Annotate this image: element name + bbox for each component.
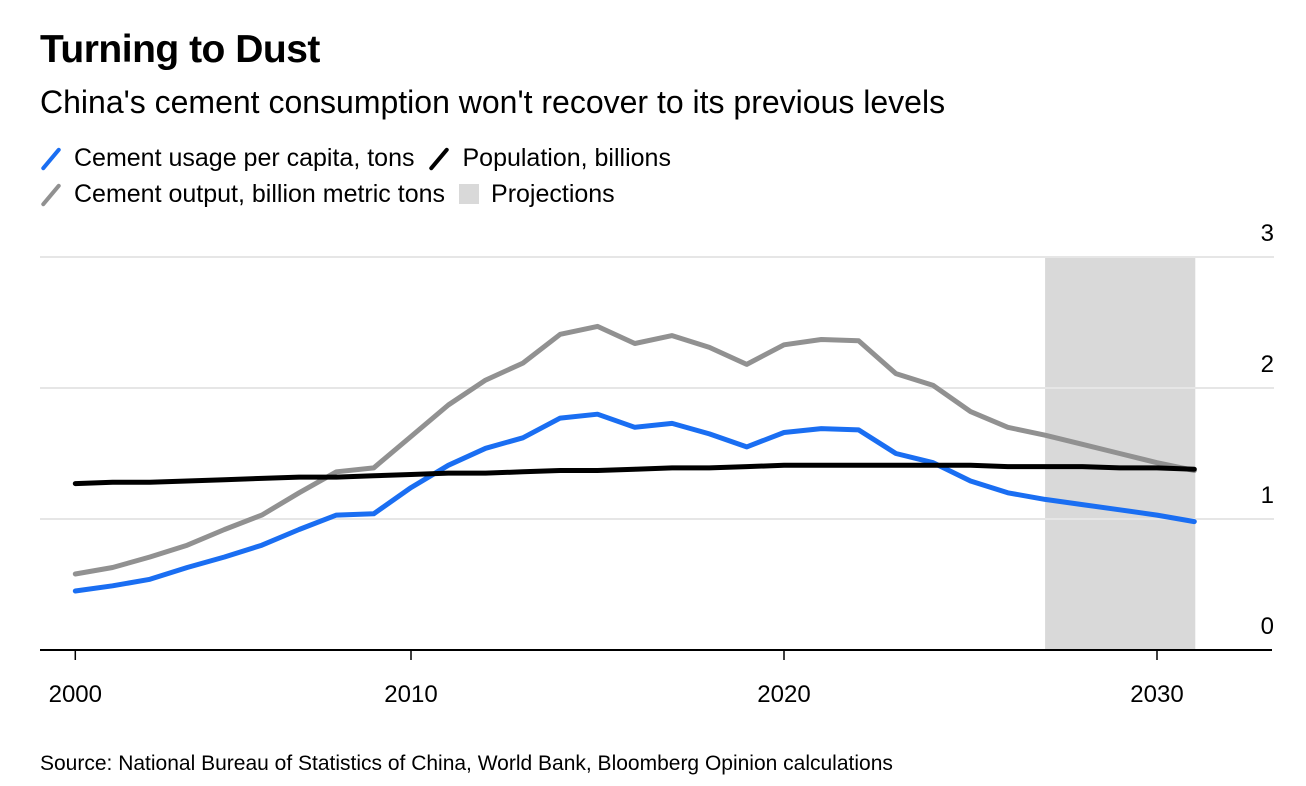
x-tick-label: 2020: [757, 681, 810, 708]
legend: Cement usage per capita, tons Population…: [40, 140, 685, 212]
chart-subtitle: China's cement consumption won't recover…: [40, 84, 946, 120]
series-line-usage-per-capita: [72, 411, 1197, 594]
legend-item-output: Cement output, billion metric tons: [40, 176, 445, 212]
legend-label: Cement output, billion metric tons: [74, 180, 446, 208]
y-tick-label: 0: [1261, 613, 1274, 640]
x-tick-label: 2010: [384, 681, 437, 708]
source-note: Source: National Bureau of Statistics of…: [40, 752, 893, 775]
legend-swatch-projections-icon: [459, 184, 480, 204]
legend-row: Cement output, billion metric tons Proje…: [40, 176, 685, 212]
x-tick-label: 2030: [1130, 681, 1183, 708]
legend-item-projections: Projections: [459, 176, 615, 212]
legend-row: Cement usage per capita, tons Population…: [40, 140, 685, 176]
legend-item-population: Population, billions: [428, 140, 670, 176]
legend-label: Population, billions: [462, 144, 671, 172]
legend-label: Projections: [491, 180, 615, 208]
legend-item-usage: Cement usage per capita, tons: [40, 140, 414, 176]
series-line-cement-output: [72, 323, 1197, 577]
y-tick-label: 1: [1261, 482, 1274, 509]
series-line-population: [72, 462, 1197, 487]
chart-title: Turning to Dust: [40, 28, 320, 71]
y-tick-label: 2: [1261, 351, 1274, 378]
x-tick-label: 2000: [49, 681, 102, 708]
y-tick-label: 3: [1261, 220, 1274, 247]
legend-label: Cement usage per capita, tons: [74, 144, 415, 172]
